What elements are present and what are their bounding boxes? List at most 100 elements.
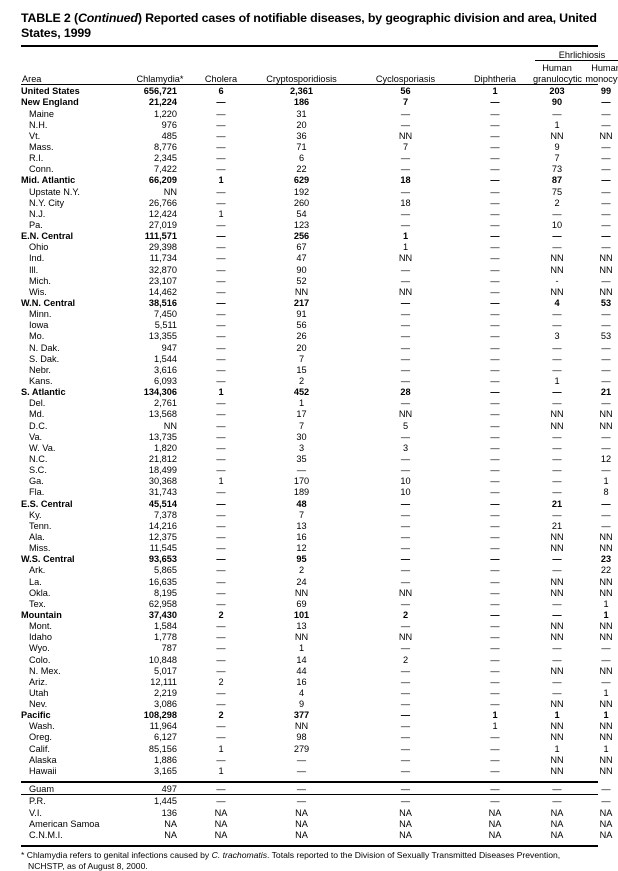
row-area-w-n-central: W.N. Central	[21, 298, 76, 308]
cell-cholera: —	[216, 721, 226, 732]
cell-human-monocytic: —	[601, 142, 611, 153]
cell-human-granulocytic: 1	[554, 119, 560, 130]
cell-diphtheria: —	[490, 476, 500, 487]
cell-cyclosporiasis: —	[400, 699, 411, 710]
cell-diphtheria: NA	[488, 807, 502, 818]
row-area-wis: Wis.	[29, 286, 47, 297]
table-row: Wis. 14,462 — NN NN — NN NN	[21, 286, 618, 297]
cell-diphtheria: —	[490, 353, 500, 364]
cell-human-granulocytic: NN	[550, 665, 564, 676]
cell-cholera: NA	[214, 829, 228, 840]
cell-diphtheria: —	[490, 108, 500, 119]
ehrlichiosis-spanner: Ehrlichiosis	[558, 50, 606, 61]
cell-human-monocytic: NN	[599, 721, 613, 732]
table-row: E.S. Central 45,514 — 48 — — 21 —	[21, 497, 618, 509]
cell-cryptosporidiosis: 20	[296, 342, 307, 353]
column-header-human-granulocytic: Human granulocytic	[533, 63, 582, 84]
cell-diphtheria: —	[490, 231, 500, 242]
cell-chlamydia: 2,761	[154, 398, 177, 409]
cell-chlamydia: 1,445	[154, 796, 177, 807]
row-area-pacific: Pacific	[21, 710, 51, 721]
cell-cyclosporiasis: —	[400, 453, 411, 464]
row-area-ga: Ga.	[29, 476, 44, 487]
cell-cryptosporidiosis: 7	[298, 353, 305, 364]
table-row: C.N.M.I. NA NA NA NA NA NA NA	[21, 829, 618, 840]
cell-human-monocytic: —	[601, 676, 611, 687]
cell-human-monocytic: 53	[600, 298, 612, 308]
cell-human-granulocytic: —	[552, 309, 562, 320]
cell-cryptosporidiosis: 2,361	[290, 86, 313, 97]
cell-human-granulocytic: 4	[554, 298, 560, 308]
cell-chlamydia: 30,368	[148, 476, 177, 487]
cell-chlamydia: 11,964	[149, 721, 177, 732]
row-area-alaska: Alaska	[29, 754, 57, 765]
table-row: E.N. Central 111,571 — 256 1 — — —	[21, 230, 618, 241]
title-continued: Continued	[77, 11, 138, 25]
cell-human-granulocytic: —	[552, 654, 562, 665]
cell-cyclosporiasis: —	[400, 208, 411, 219]
cell-cholera: —	[216, 130, 226, 141]
cell-cyclosporiasis: —	[400, 796, 411, 807]
column-header-cyclosporiasis: Cyclosporiasis	[375, 73, 436, 84]
cell-diphtheria: —	[490, 409, 500, 420]
table-row: Del. 2,761 — 1 — — — —	[21, 397, 618, 408]
cell-cholera: —	[216, 509, 226, 520]
cell-cryptosporidiosis: 9	[298, 699, 305, 710]
cell-diphtheria: —	[490, 220, 500, 231]
cell-chlamydia: 947	[161, 342, 177, 353]
cell-human-monocytic: NN	[599, 699, 613, 710]
cell-cyclosporiasis: —	[400, 320, 411, 331]
cell-chlamydia: 6,127	[154, 732, 177, 743]
cell-diphtheria: —	[490, 699, 500, 710]
cell-cyclosporiasis: NN	[398, 587, 413, 598]
cell-cyclosporiasis: —	[400, 565, 411, 576]
table-row: Fla. 31,743 — 189 10 — — 8	[21, 486, 618, 497]
cell-human-monocytic: —	[601, 796, 611, 807]
cell-diphtheria: —	[490, 142, 500, 153]
cell-human-granulocytic: NN	[550, 264, 564, 275]
cell-cyclosporiasis: —	[400, 119, 411, 130]
cell-chlamydia: 13,735	[148, 431, 177, 442]
cell-human-monocytic: NN	[599, 765, 613, 776]
cell-cryptosporidiosis: 24	[296, 576, 307, 587]
table-body: United States 656,721 6 2,361 56 1 203 99 New En…	[21, 85, 618, 776]
table-row: Vt. 485 — 36 NN — NN NN	[21, 130, 618, 141]
cell-cryptosporidiosis: NN	[294, 632, 309, 643]
cell-cryptosporidiosis: 192	[293, 186, 310, 197]
cell-human-granulocytic: 1	[554, 375, 560, 386]
cell-human-granulocytic: —	[552, 565, 562, 576]
cell-cholera: —	[216, 375, 226, 386]
cell-cholera: —	[216, 796, 226, 807]
cell-diphtheria: —	[490, 465, 500, 476]
cell-diphtheria: 1	[492, 721, 498, 732]
cell-cryptosporidiosis: 217	[293, 298, 310, 308]
cell-human-monocytic: 23	[600, 554, 612, 565]
cell-cyclosporiasis: 18	[400, 197, 411, 208]
cell-human-monocytic: 22	[600, 565, 612, 576]
cell-human-monocytic: —	[601, 242, 611, 253]
header-row: Area Chlamydia* Cholera Cryptosporidiosi…	[21, 63, 618, 84]
header-rule	[21, 84, 598, 86]
cell-diphtheria: —	[490, 342, 500, 353]
cell-cryptosporidiosis: NA	[295, 829, 308, 840]
cell-cyclosporiasis: NN	[398, 286, 413, 297]
table-row: Upstate N.Y. NN — 192 — — 75 —	[21, 185, 618, 197]
human-monocytic-line2: monocytic	[585, 73, 618, 84]
row-area-va: Va.	[29, 431, 43, 442]
cell-diphtheria: —	[490, 398, 500, 409]
cell-diphtheria: —	[490, 420, 500, 431]
cell-cyclosporiasis: NN	[398, 632, 413, 643]
row-area-n-j: N.J.	[29, 208, 46, 219]
cell-cryptosporidiosis: 48	[296, 498, 307, 509]
cell-human-granulocytic: —	[552, 387, 562, 398]
table-row: Colo. 10,848 — 14 2 — — —	[21, 653, 618, 665]
row-area-n-dak: N. Dak.	[29, 342, 60, 353]
cell-cyclosporiasis: —	[400, 498, 411, 509]
table-row: N. Dak. 947 — 20 — — — —	[21, 341, 618, 353]
row-area-ariz: Ariz.	[29, 676, 48, 687]
cell-chlamydia: 3,165	[154, 765, 177, 776]
cell-diphtheria: —	[490, 298, 500, 308]
cell-cholera: —	[216, 465, 226, 476]
cell-chlamydia: 1,544	[154, 353, 177, 364]
table-row: Mountain 37,430 2 101 2 — — 1	[21, 609, 618, 620]
